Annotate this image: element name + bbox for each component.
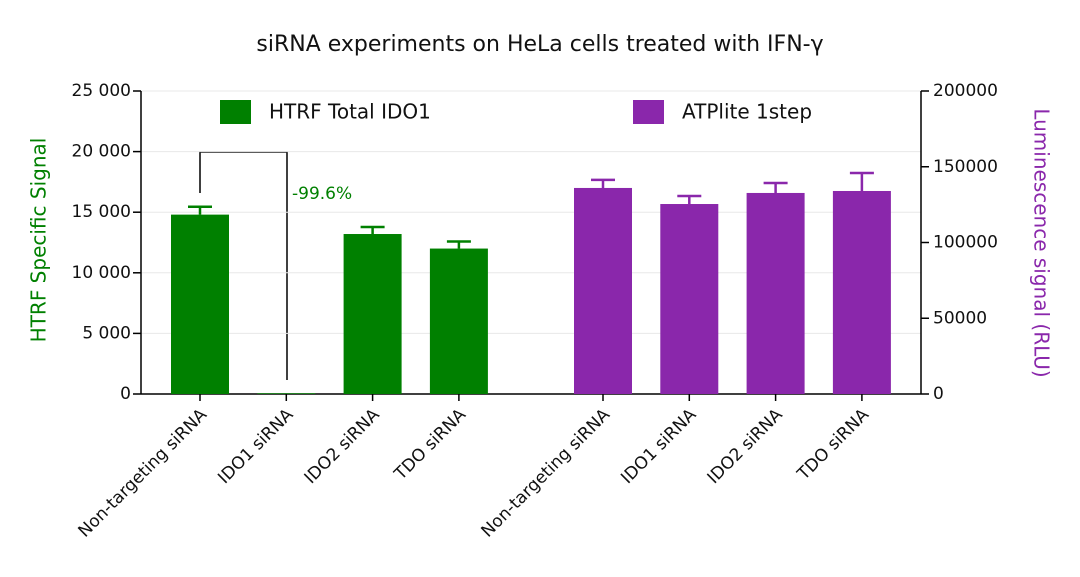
y-tick-label: 20 000 — [72, 142, 131, 162]
x-tick-label: IDO1 siRNA — [617, 405, 700, 488]
y-tick-label: 10 000 — [72, 263, 131, 283]
error-bar — [188, 205, 212, 215]
y2-tick-label: 0 — [933, 384, 944, 404]
error-bar — [591, 178, 615, 188]
bar — [429, 248, 488, 394]
annotation: -99.6% — [292, 184, 352, 204]
error-bar — [763, 181, 788, 193]
y2-tick-label: 200000 — [933, 81, 998, 101]
x-tick-label: Non-targeting siRNA — [477, 405, 614, 542]
y-tick-label: 25 000 — [72, 81, 131, 101]
legend-label: ATPlite 1step — [682, 100, 812, 124]
y2-axis-label: Luminescence signal (RLU) — [1030, 108, 1054, 377]
y-tick-label: 15 000 — [72, 202, 131, 222]
y-tick-label: 5 000 — [82, 323, 131, 343]
y-axis-label: HTRF Specific Signal — [27, 138, 51, 343]
x-tick-label: IDO2 siRNA — [704, 405, 787, 488]
y-tick-label: 0 — [120, 384, 131, 404]
bar — [257, 393, 316, 394]
bar — [343, 234, 402, 394]
bar — [746, 192, 805, 394]
bar — [171, 214, 229, 394]
bar — [832, 190, 891, 394]
error-bar — [677, 194, 702, 205]
x-tick-label: TDO siRNA — [390, 405, 470, 485]
legend-swatch — [220, 100, 251, 124]
error-bar — [446, 240, 471, 249]
x-tick-label: Non-targeting siRNA — [74, 405, 211, 542]
chart-title: siRNA experiments on HeLa cells treated … — [256, 32, 823, 57]
y2-tick-label: 150000 — [933, 157, 998, 177]
legend-swatch — [633, 100, 664, 124]
legend-label: HTRF Total IDO1 — [269, 100, 431, 124]
x-tick-label: IDO2 siRNA — [301, 405, 384, 488]
x-tick-label: IDO1 siRNA — [214, 405, 297, 488]
x-tick-label: TDO siRNA — [793, 405, 873, 485]
error-bar — [849, 171, 874, 191]
bar — [660, 204, 719, 394]
y2-tick-label: 50000 — [933, 308, 987, 328]
y2-tick-label: 100000 — [933, 233, 998, 253]
bar — [574, 187, 632, 394]
error-bar — [360, 225, 385, 235]
